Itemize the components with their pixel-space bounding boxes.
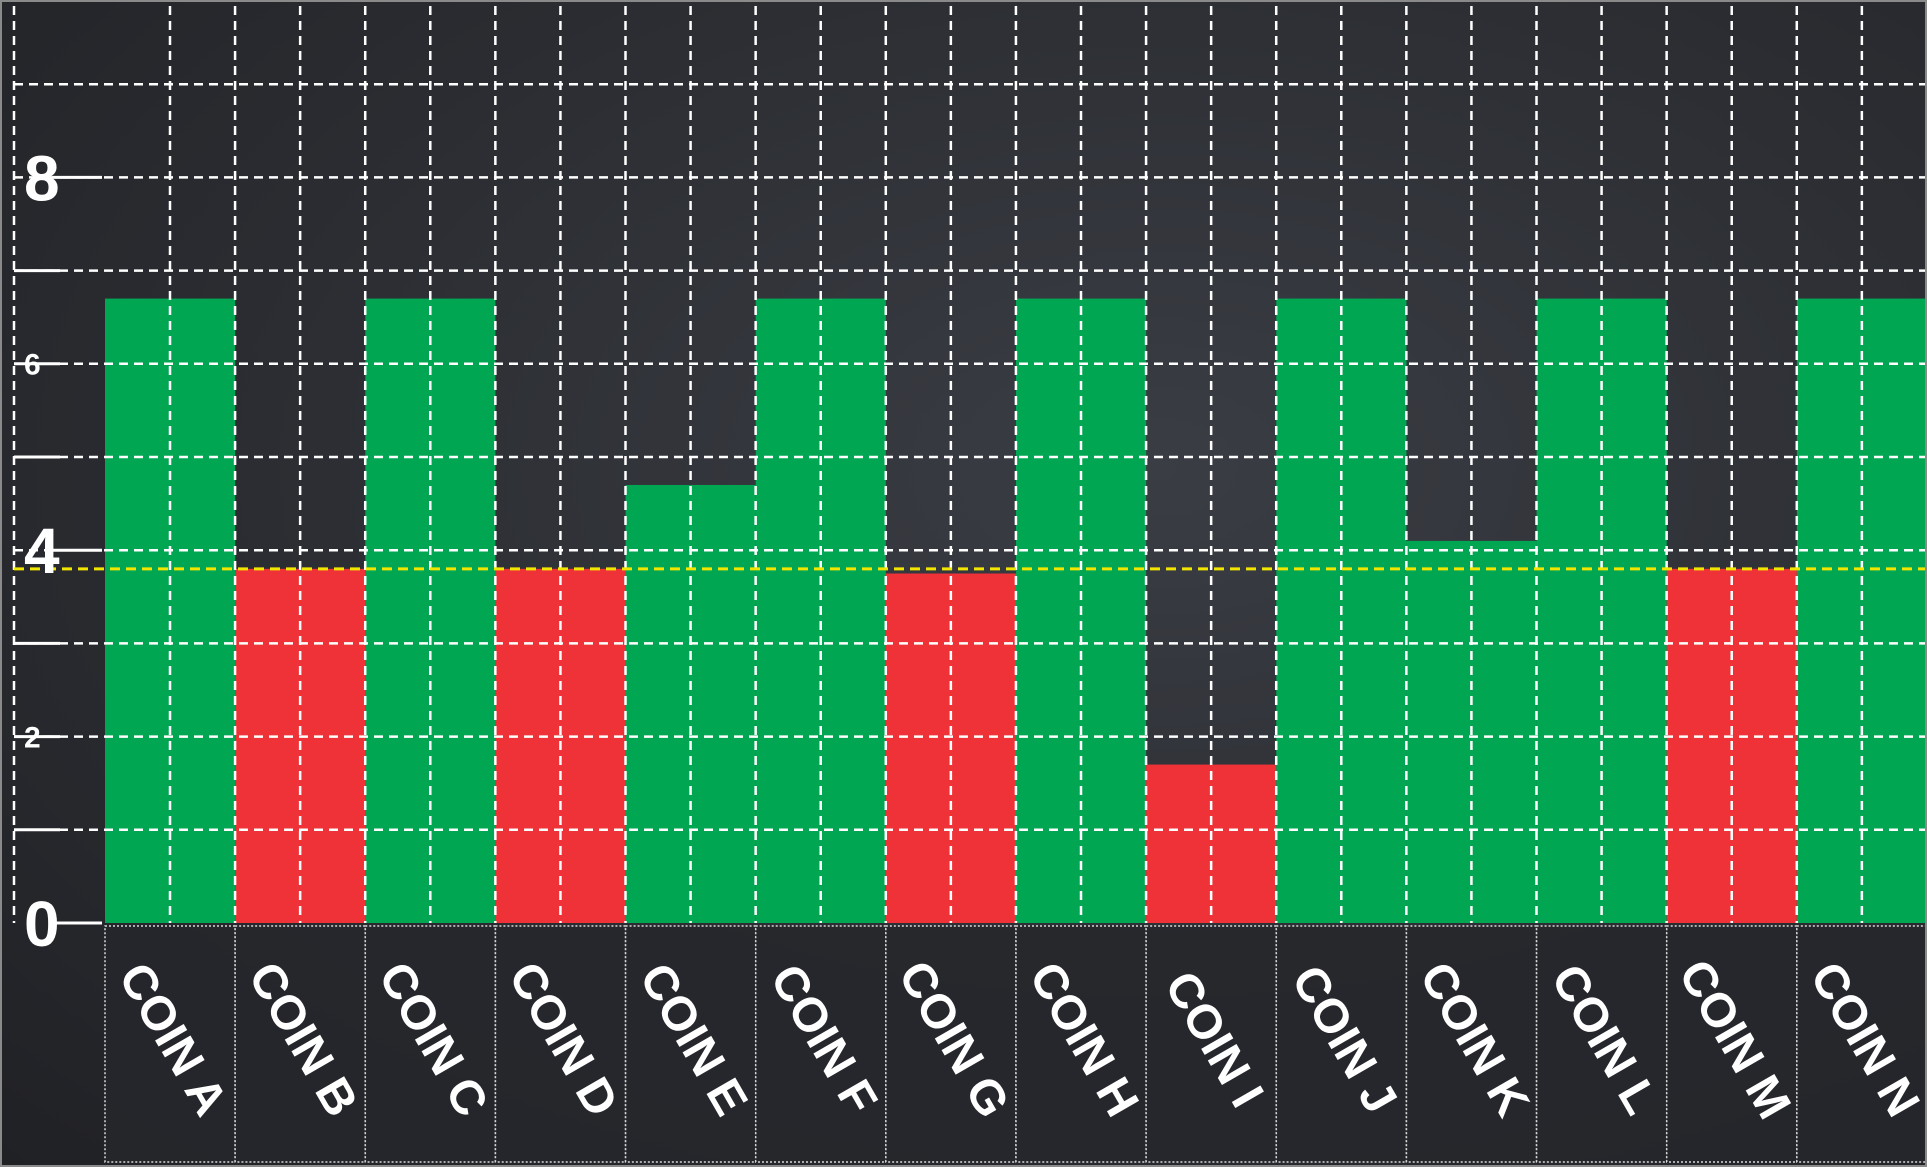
x-label-cell xyxy=(1275,925,1408,1163)
x-label-cell xyxy=(104,925,236,1163)
grid-layer xyxy=(12,6,1925,923)
x-label-cell xyxy=(1665,925,1798,1163)
x-label-cell xyxy=(1535,925,1668,1163)
y-tick-label: 4 xyxy=(24,515,60,587)
x-label-cell xyxy=(494,925,627,1163)
y-tick-label: 0 xyxy=(24,888,60,960)
y-tick-label: 2 xyxy=(24,721,41,754)
y-tick-label: 8 xyxy=(24,142,60,214)
y-axis: 0 2 4 6 8 xyxy=(14,142,102,960)
x-label-cell xyxy=(885,925,1017,1163)
x-label-cell xyxy=(1796,925,1925,1163)
x-label-cell xyxy=(234,925,367,1163)
y-tick-label: 6 xyxy=(24,349,41,382)
x-label-cell xyxy=(1145,925,1278,1163)
x-label-cell xyxy=(1405,925,1538,1163)
x-label-cell xyxy=(1015,925,1147,1163)
x-label-cell xyxy=(364,925,497,1163)
x-axis: COIN A COIN B COIN C COIN D COIN E COIN F COIN… xyxy=(104,925,1925,1163)
x-label-cell xyxy=(624,925,757,1163)
